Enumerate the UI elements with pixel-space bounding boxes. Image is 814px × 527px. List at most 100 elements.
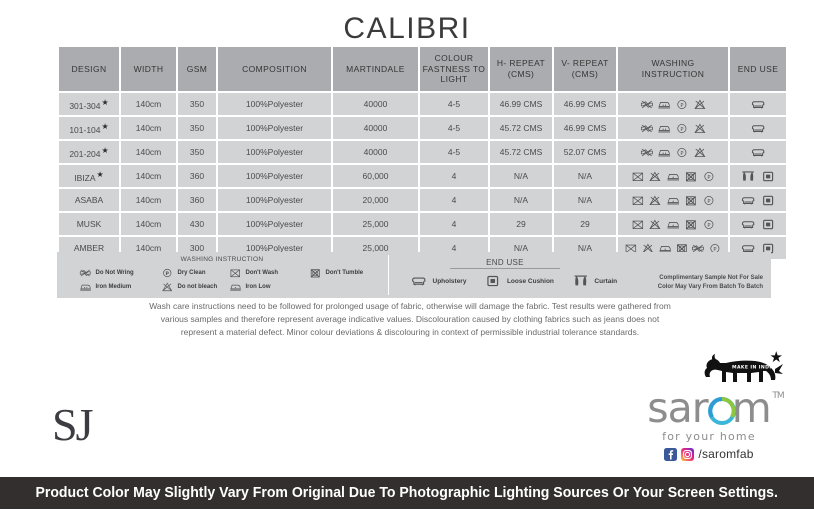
cell-width: 140cm xyxy=(121,165,176,187)
upholstery-icon xyxy=(751,100,765,108)
cell-v-repeat: 29 xyxy=(554,213,616,235)
cell-composition: 100%Polyester xyxy=(218,141,331,163)
legend-item-label: Upholstery xyxy=(432,277,467,285)
column-header-end-use: END USE xyxy=(730,47,786,91)
legend-item-label: Loose Cushion xyxy=(506,277,554,285)
cell-design: 101-104★ xyxy=(59,117,119,139)
facebook-icon[interactable] xyxy=(664,447,678,461)
svg-text:P: P xyxy=(680,126,683,132)
cell-gsm: 430 xyxy=(178,213,216,235)
cell-washing-instruction: P xyxy=(618,213,728,235)
cell-gsm: 350 xyxy=(178,141,216,163)
cell-composition: 100%Polyester xyxy=(218,189,331,211)
column-header-martindale: MARTINDALE xyxy=(333,47,418,91)
table-row: 201-204★ 140cm 350 100%Polyester 40000 4-5 45.… xyxy=(59,141,786,163)
legend-item-label: Do not bleach xyxy=(177,284,218,290)
cell-design: 201-204★ xyxy=(59,141,119,163)
cell-design: IBIZA★ xyxy=(59,165,119,187)
legend-item-curtain: Curtain xyxy=(572,274,617,288)
svg-text:P: P xyxy=(713,246,716,252)
end-use-legend-title: END USE xyxy=(450,258,560,269)
do-not-bleach-icon xyxy=(694,99,706,109)
legend-panel: WASHING INSTRUCTION Do Not Wring P Dry Cle… xyxy=(57,252,771,298)
page-title: CALIBRI xyxy=(343,12,471,45)
cell-end-use xyxy=(730,189,786,211)
column-header-width: WIDTH xyxy=(121,47,176,91)
complimentary-note: Complimentary Sample Not For Sale Color … xyxy=(658,274,763,292)
iron-medium-icon xyxy=(80,284,91,291)
cell-design: 301-304★ xyxy=(59,93,119,115)
legend-item-loose-cushion: Loose Cushion xyxy=(484,274,554,288)
washing-legend-title: WASHING INSTRUCTION xyxy=(180,256,264,263)
star-marker: ★ xyxy=(101,121,109,131)
instagram-icon[interactable] xyxy=(681,447,695,461)
cell-v-repeat: N/A xyxy=(554,189,616,211)
table-row: IBIZA★ 140cm 360 100%Polyester 60,000 4 N/A N/A… xyxy=(59,165,786,187)
legend-item-label: Don't Tumble xyxy=(325,270,364,276)
upholstery-icon xyxy=(751,124,765,132)
cell-width: 140cm xyxy=(121,189,176,211)
iron-medium-icon xyxy=(658,149,671,156)
svg-text:P: P xyxy=(166,271,170,277)
cell-h-repeat: 45.72 CMS xyxy=(490,141,552,163)
do-not-wring-icon xyxy=(640,148,653,156)
cell-washing-instruction: P xyxy=(618,117,728,139)
legend-item-do-not-wring: Do Not Wring xyxy=(79,266,161,280)
svg-text:P: P xyxy=(680,102,683,108)
cell-colour-fastness: 4-5 xyxy=(420,141,488,163)
do-not-tumble-icon xyxy=(685,219,696,229)
legend-item-label: Do Not Wring xyxy=(95,270,134,276)
star-marker: ★ xyxy=(96,169,104,179)
footer-banner-text: Product Color May Slightly Vary From Ori… xyxy=(35,485,779,501)
cell-width: 140cm xyxy=(121,93,176,115)
table-row: 101-104★ 140cm 350 100%Polyester 40000 4-5 45.… xyxy=(59,117,786,139)
cell-washing-instruction: P xyxy=(618,189,728,211)
do-not-wash-icon xyxy=(230,269,240,278)
cell-end-use xyxy=(730,93,786,115)
legend-item-label: Iron Medium xyxy=(95,284,132,290)
curtain-icon xyxy=(742,170,754,181)
legend-item-iron-low: Iron Low xyxy=(229,280,309,294)
cell-martindale: 40000 xyxy=(333,93,418,115)
cell-v-repeat: N/A xyxy=(554,165,616,187)
cell-colour-fastness: 4 xyxy=(420,165,488,187)
cell-width: 140cm xyxy=(121,141,176,163)
cell-washing-instruction: P xyxy=(618,165,728,187)
legend-item-upholstery: Upholstery xyxy=(410,274,466,288)
table-header-row: DESIGN WIDTH GSM COMPOSITION MARTINDALE … xyxy=(59,47,786,91)
legend-item-label: Dry Clean xyxy=(177,270,206,276)
do-not-wring-icon xyxy=(79,269,91,277)
complimentary-line-2: Color May Vary From Batch To Batch xyxy=(657,284,763,290)
do-not-bleach-icon xyxy=(649,219,661,229)
do-not-bleach-icon xyxy=(162,282,173,292)
column-header-design: DESIGN xyxy=(59,47,119,91)
column-header-colour-fastness: COLOUR FASTNESS TO LIGHT xyxy=(420,47,488,91)
do-not-bleach-icon xyxy=(649,195,661,205)
do-not-bleach-icon xyxy=(694,123,706,133)
cell-martindale: 20,000 xyxy=(333,189,418,211)
cell-width: 140cm xyxy=(121,213,176,235)
legend-divider xyxy=(388,255,389,295)
table-row: MUSK 140cm 430 100%Polyester 25,000 4 29 29 P xyxy=(59,213,786,235)
iron-low-icon xyxy=(230,284,241,291)
legend-item-label: Don't Wash xyxy=(245,270,279,276)
cell-martindale: 40000 xyxy=(333,117,418,139)
cell-gsm: 350 xyxy=(178,93,216,115)
loose-cushion-icon xyxy=(487,275,499,287)
legend-item-do-not-tumble: Don't Tumble xyxy=(309,266,379,280)
iron-medium-icon xyxy=(658,101,671,108)
dry-clean-icon: P xyxy=(163,268,172,277)
cell-composition: 100%Polyester xyxy=(218,117,331,139)
legend-item-label: Curtain xyxy=(594,277,618,285)
legend-item-label: Iron Low xyxy=(245,284,271,290)
loose-cushion-icon xyxy=(763,195,774,205)
sarom-swirl-icon xyxy=(707,397,736,425)
cell-gsm: 360 xyxy=(178,165,216,187)
cell-martindale: 60,000 xyxy=(333,165,418,187)
dry-clean-icon: P xyxy=(677,123,687,133)
svg-text:P: P xyxy=(707,198,710,204)
cell-v-repeat: 46.99 CMS xyxy=(554,93,616,115)
sarom-tagline: for your home xyxy=(662,430,756,443)
sarom-text-after: m xyxy=(731,384,772,432)
